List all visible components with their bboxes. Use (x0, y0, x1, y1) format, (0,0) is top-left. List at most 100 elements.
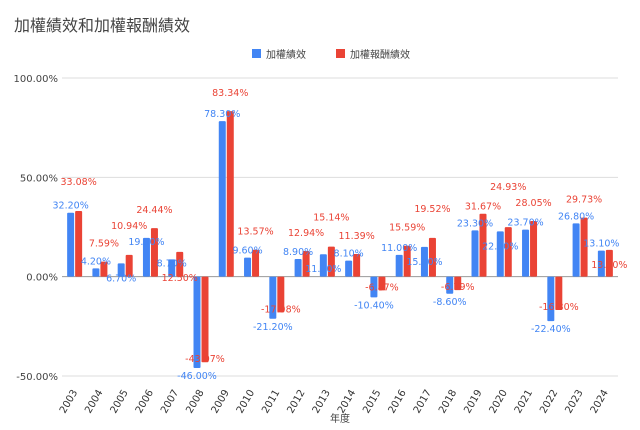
data-label: 22.80% (482, 241, 518, 252)
data-label: 6.70% (106, 273, 136, 284)
bar-weighted-return (100, 261, 108, 277)
bar-weighted (395, 254, 403, 277)
data-label: 8.90% (283, 247, 313, 258)
data-label: 10.94% (111, 221, 147, 232)
x-tick-label: 2008 (184, 388, 206, 416)
bar-weighted-return (327, 246, 335, 277)
data-label: 78.30% (204, 109, 240, 120)
data-label: -10.40% (354, 300, 394, 311)
bar-weighted (370, 276, 378, 298)
data-label: 24.93% (490, 182, 526, 193)
x-tick-label: 2016 (387, 388, 409, 416)
bar-weighted (244, 257, 252, 277)
data-label: 31.67% (465, 202, 501, 213)
bar-weighted-return (252, 249, 260, 277)
bar-weighted-return (479, 213, 487, 277)
x-tick-label: 2018 (437, 388, 459, 416)
data-label: -16.80% (539, 302, 579, 313)
bar-weighted (496, 231, 504, 277)
bar-weighted (446, 276, 454, 294)
data-label: 23.30% (457, 218, 493, 229)
bar-weighted (218, 121, 226, 277)
data-label: 29.73% (566, 195, 602, 206)
bar-weighted-return (353, 254, 361, 277)
data-label: 24.44% (136, 205, 172, 216)
bar-weighted (294, 258, 302, 277)
data-label: 13.57% (237, 227, 273, 238)
x-tick-label: 2013 (311, 388, 333, 416)
bar-weighted (117, 263, 125, 277)
bar-weighted (420, 246, 428, 277)
data-label: 23.70% (507, 218, 543, 229)
data-label: -46.00% (177, 371, 217, 382)
data-label: -6.79% (441, 282, 475, 293)
y-tick-label: 50.00% (20, 173, 58, 184)
bar-weighted (67, 212, 75, 277)
x-tick-label: 2012 (285, 388, 307, 416)
data-label: 28.05% (515, 198, 551, 209)
x-tick-label: 2020 (488, 388, 510, 416)
x-tick-label: 2003 (58, 388, 80, 416)
chart-title: 加權績效和加權報酬績效 (14, 16, 191, 35)
data-label: 19.50% (128, 237, 164, 248)
data-label: 4.20% (81, 256, 111, 267)
x-tick-label: 2021 (513, 388, 535, 416)
x-tick-label: 2022 (538, 388, 560, 416)
data-label: 12.50% (162, 273, 198, 284)
x-tick-label: 2024 (589, 388, 611, 416)
bar-weighted (269, 276, 277, 319)
bar-weighted-return (605, 249, 613, 277)
x-tick-label: 2011 (260, 388, 282, 416)
x-tick-label: 2009 (210, 388, 232, 416)
x-tick-label: 2017 (412, 388, 434, 416)
data-label: 15.00% (406, 257, 442, 268)
bar-weighted (193, 276, 201, 369)
bar-weighted (597, 250, 605, 277)
bar-weighted-return (454, 276, 462, 291)
data-label: -22.40% (531, 324, 571, 335)
data-label: 15.14% (313, 213, 349, 224)
data-label: 26.80% (558, 211, 594, 222)
legend-swatch (252, 49, 261, 58)
y-tick-label: 100.00% (14, 74, 59, 85)
bar-weighted-return (504, 227, 512, 277)
x-tick-label: 2004 (83, 388, 105, 416)
legend-label: 加權報酬績效 (350, 48, 410, 61)
bar-weighted-return (125, 254, 133, 277)
bar-weighted-return (378, 276, 386, 291)
bar-weighted-return (150, 228, 158, 277)
bar-weighted-return (277, 276, 285, 313)
bar-weighted (319, 254, 327, 277)
bar-weighted-return (555, 276, 563, 311)
legend-label: 加權績效 (266, 48, 306, 61)
bar-weighted (471, 230, 479, 277)
bar-weighted (522, 229, 530, 277)
data-label: 8.70% (157, 258, 187, 269)
data-label: 7.59% (89, 239, 119, 250)
x-tick-label: 2014 (336, 388, 358, 416)
bar-weighted (547, 276, 555, 322)
data-label: 13.50% (591, 260, 627, 271)
data-label: 83.34% (212, 88, 248, 99)
x-tick-label: 2007 (159, 388, 181, 416)
data-label: 9.60% (232, 246, 262, 257)
data-label: 8.10% (334, 249, 364, 260)
data-label: 19.52% (414, 204, 450, 215)
y-tick-label: 0.00% (26, 273, 58, 284)
bar-weighted-return (302, 250, 310, 277)
data-label: -17.98% (261, 304, 301, 315)
bar-weighted (168, 259, 176, 277)
bar-weighted-return (75, 210, 83, 277)
data-label: 12.94% (288, 228, 324, 239)
x-axis-label: 年度 (330, 412, 350, 425)
bar-weighted-return (201, 276, 209, 363)
y-tick-label: -50.00% (16, 372, 58, 383)
x-tick-label: 2005 (109, 388, 131, 416)
x-tick-label: 2006 (134, 388, 156, 416)
x-tick-label: 2010 (235, 388, 257, 416)
bar-weighted (142, 237, 150, 277)
bar-weighted-return (403, 245, 411, 277)
data-label: 11.39% (339, 231, 375, 242)
bar-weighted (572, 223, 580, 277)
